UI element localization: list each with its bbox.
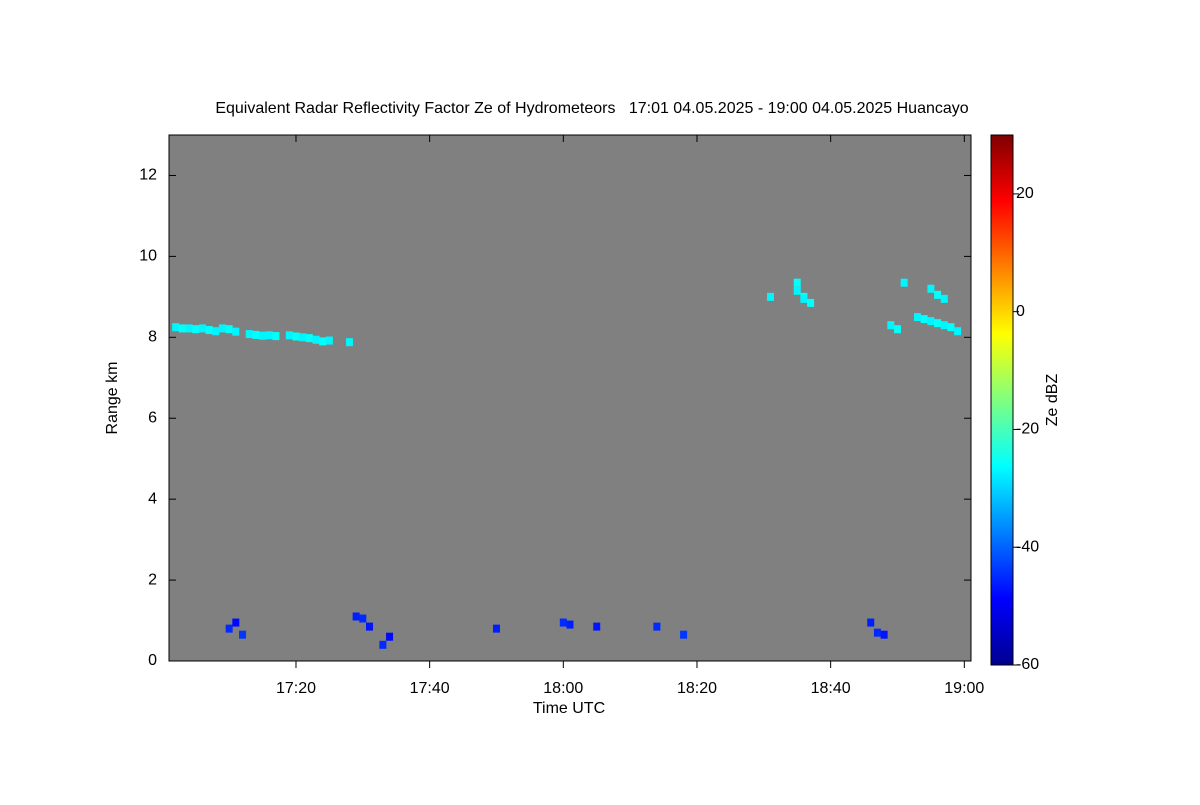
echo-cell [379,640,387,649]
echo-cell [218,324,226,333]
echo-cell [299,333,307,342]
echo-cell [185,324,193,333]
echo-cell [954,327,962,336]
echo-cell [305,334,313,343]
echo-cell [178,324,186,333]
colorbar-label: Ze dBZ [1044,374,1061,427]
echo-cell [559,618,567,627]
echo-cell [767,292,774,301]
echo-cell [566,620,574,629]
echo-cell [192,325,200,334]
echo-cell [212,327,220,336]
echo-cell [887,321,895,330]
x-tick-label: 18:00 [543,680,583,697]
echo-cell [239,630,247,639]
echo-cell [245,330,253,339]
echo-cell [319,337,327,346]
echo-cell [232,327,240,336]
echo-cell [893,325,901,334]
echo-cell [940,321,948,330]
x-tick-label: 17:20 [276,680,316,697]
echo-cell [312,335,320,344]
x-tick-label: 18:20 [677,680,717,697]
echo-cell [927,317,935,326]
echo-cell [252,330,260,339]
echo-cell [325,336,333,345]
echo-cell [800,294,808,303]
echo-cell [927,284,935,293]
echo-cell [285,331,293,340]
echo-cell [914,313,922,322]
colorbar-tick-label: 20 [1016,185,1034,202]
echo-cell [205,326,213,335]
echo-cell [807,298,815,307]
y-tick-label: 12 [139,167,157,184]
echo-cell [793,278,801,287]
echo-cell [492,624,500,633]
echo-cell [198,324,206,333]
y-tick-label: 6 [148,409,157,426]
echo-cell [934,290,942,299]
echo-cell [653,622,661,631]
echo-cell [272,332,280,341]
echo-cell [265,331,273,340]
echo-cell [934,319,942,328]
echo-cell [867,618,875,627]
chart-title: Equivalent Radar Reflectivity Factor Ze … [215,100,968,117]
x-tick-label: 19:00 [944,680,984,697]
plot-frame [168,134,972,662]
colorbar-tick-label: 0 [1016,303,1025,320]
echo-cell [593,622,601,631]
echo-cell [359,614,367,623]
x-axis-label: Time UTC [533,700,605,717]
echo-cell [873,628,881,637]
echo-cell [920,315,928,324]
echo-cell [947,323,955,332]
y-tick-label: 0 [148,652,157,669]
echo-cell [345,338,353,347]
echo-cell [366,622,373,631]
colorbar-tick-label: -20 [1016,421,1039,438]
y-tick-label: 4 [148,490,157,507]
echo-cell [680,630,688,639]
echo-cell [292,332,300,341]
echo-cell [232,618,240,627]
echo-cell [172,323,180,332]
echo-cell [352,612,360,621]
echo-cell [793,286,801,295]
plot-background [169,135,971,661]
echo-cell [259,331,267,340]
echo-cell [386,632,394,641]
colorbar [990,134,1014,666]
colorbar-tick-label: -60 [1016,656,1039,673]
echo-cell [225,624,233,633]
echo-cell [900,278,908,287]
y-tick-label: 2 [148,571,157,588]
echo-cell [880,630,888,639]
echo-cell [225,325,233,334]
colorbar-tick-label: -40 [1016,538,1039,555]
y-axis-label: Range km [104,362,121,435]
x-tick-label: 17:40 [410,680,450,697]
x-tick-label: 18:40 [811,680,851,697]
y-tick-label: 8 [148,329,157,346]
y-tick-label: 10 [139,248,157,265]
echo-cell [940,294,948,303]
